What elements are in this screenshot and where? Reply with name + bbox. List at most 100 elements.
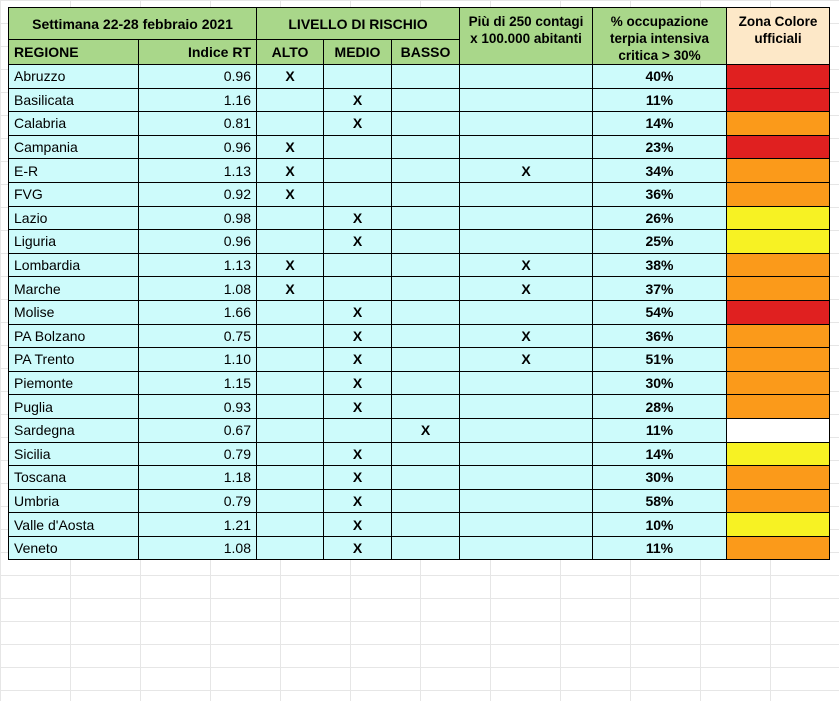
alto-mark bbox=[256, 347, 324, 372]
table-row: Basilicata 1.16 X 11% bbox=[8, 87, 830, 113]
alto-mark bbox=[256, 394, 324, 419]
contagi-mark bbox=[459, 181, 593, 207]
rt-cell: 1.10 bbox=[138, 347, 257, 372]
basso-mark bbox=[391, 87, 460, 113]
contagi-mark bbox=[459, 64, 593, 89]
basso-mark bbox=[391, 252, 460, 278]
rt-cell: 1.21 bbox=[138, 512, 257, 537]
contagi-mark bbox=[459, 87, 593, 113]
alto-mark bbox=[256, 417, 324, 443]
basso-header: BASSO bbox=[391, 39, 460, 65]
basso-mark bbox=[391, 111, 460, 136]
region-cell: PA Trento bbox=[8, 347, 139, 372]
basso-mark bbox=[391, 347, 460, 372]
medio-mark: X bbox=[323, 229, 392, 254]
rt-cell: 1.13 bbox=[138, 252, 257, 278]
alto-mark bbox=[256, 512, 324, 537]
occupazione-cell: 23% bbox=[592, 134, 727, 160]
contagi-header: Più di 250 contagi x 100.000 abitanti bbox=[459, 7, 593, 65]
occupazione-cell: 14% bbox=[592, 111, 727, 136]
occupazione-cell: 11% bbox=[592, 87, 727, 113]
table-body: Abruzzo 0.96 X 40% Basilicata 1.16 X 11% Calabri… bbox=[8, 64, 830, 561]
table-row: Campania 0.96 X 23% bbox=[8, 134, 830, 160]
occupazione-cell: 36% bbox=[592, 181, 727, 207]
rt-cell: 0.98 bbox=[138, 205, 257, 231]
alto-mark bbox=[256, 370, 324, 396]
contagi-mark: X bbox=[459, 252, 593, 278]
rt-cell: 0.75 bbox=[138, 323, 257, 349]
occupazione-cell: 30% bbox=[592, 370, 727, 396]
basso-mark bbox=[391, 370, 460, 396]
contagi-mark: X bbox=[459, 276, 593, 301]
occupazione-cell: 51% bbox=[592, 347, 727, 372]
contagi-mark bbox=[459, 417, 593, 443]
alto-header: ALTO bbox=[256, 39, 324, 65]
basso-mark bbox=[391, 64, 460, 89]
occupazione-cell: 10% bbox=[592, 512, 727, 537]
alto-mark: X bbox=[256, 158, 324, 183]
alto-mark bbox=[256, 229, 324, 254]
occupazione-cell: 40% bbox=[592, 64, 727, 89]
region-cell: Piemonte bbox=[8, 370, 139, 396]
zone-color-swatch bbox=[726, 205, 830, 231]
occupazione-cell: 14% bbox=[592, 441, 727, 467]
contagi-mark bbox=[459, 535, 593, 561]
rt-cell: 1.16 bbox=[138, 87, 257, 113]
rt-cell: 1.66 bbox=[138, 299, 257, 325]
table-row: Sardegna 0.67 X 11% bbox=[8, 417, 830, 443]
region-cell: Veneto bbox=[8, 535, 139, 561]
zone-color-swatch bbox=[726, 64, 830, 89]
region-cell: Basilicata bbox=[8, 87, 139, 113]
occupazione-cell: 37% bbox=[592, 276, 727, 301]
alto-mark bbox=[256, 205, 324, 231]
basso-mark bbox=[391, 488, 460, 514]
zone-color-swatch bbox=[726, 441, 830, 467]
region-cell: Lazio bbox=[8, 205, 139, 231]
table-row: Veneto 1.08 X 11% bbox=[8, 535, 830, 561]
basso-mark bbox=[391, 441, 460, 467]
zone-color-swatch bbox=[726, 134, 830, 160]
medio-mark: X bbox=[323, 370, 392, 396]
alto-mark bbox=[256, 441, 324, 467]
basso-mark bbox=[391, 512, 460, 537]
table-row: Marche 1.08 X X 37% bbox=[8, 276, 830, 301]
contagi-mark bbox=[459, 512, 593, 537]
basso-mark bbox=[391, 465, 460, 490]
table-row: Piemonte 1.15 X 30% bbox=[8, 370, 830, 396]
zona-header: Zona Colore ufficiali bbox=[726, 7, 830, 65]
rt-cell: 1.08 bbox=[138, 535, 257, 561]
region-cell: Calabria bbox=[8, 111, 139, 136]
region-cell: Abruzzo bbox=[8, 64, 139, 89]
contagi-mark: X bbox=[459, 158, 593, 183]
basso-mark bbox=[391, 535, 460, 561]
zone-color-swatch bbox=[726, 181, 830, 207]
basso-mark bbox=[391, 276, 460, 301]
contagi-mark bbox=[459, 370, 593, 396]
zone-color-swatch bbox=[726, 252, 830, 278]
region-cell: Campania bbox=[8, 134, 139, 160]
contagi-mark bbox=[459, 465, 593, 490]
rt-cell: 0.81 bbox=[138, 111, 257, 136]
contagi-mark bbox=[459, 299, 593, 325]
contagi-mark bbox=[459, 488, 593, 514]
contagi-mark bbox=[459, 205, 593, 231]
risk-table: Settimana 22-28 febbraio 2021 LIVELLO DI… bbox=[8, 6, 830, 561]
medio-mark: X bbox=[323, 347, 392, 372]
zone-color-swatch bbox=[726, 535, 830, 561]
contagi-mark: X bbox=[459, 347, 593, 372]
region-cell: Liguria bbox=[8, 229, 139, 254]
indice-rt-header: Indice RT bbox=[138, 39, 257, 65]
table-row: Sicilia 0.79 X 14% bbox=[8, 441, 830, 467]
occupazione-cell: 11% bbox=[592, 535, 727, 561]
table-row: Liguria 0.96 X 25% bbox=[8, 229, 830, 254]
basso-mark bbox=[391, 323, 460, 349]
rt-cell: 1.18 bbox=[138, 465, 257, 490]
header-row-top: Settimana 22-28 febbraio 2021 LIVELLO DI… bbox=[8, 6, 830, 65]
rt-cell: 0.96 bbox=[138, 229, 257, 254]
medio-header: MEDIO bbox=[323, 39, 392, 65]
rt-cell: 0.96 bbox=[138, 134, 257, 160]
rt-cell: 0.92 bbox=[138, 181, 257, 207]
rt-cell: 0.67 bbox=[138, 417, 257, 443]
contagi-mark bbox=[459, 394, 593, 419]
table-row: PA Bolzano 0.75 X X 36% bbox=[8, 323, 830, 349]
